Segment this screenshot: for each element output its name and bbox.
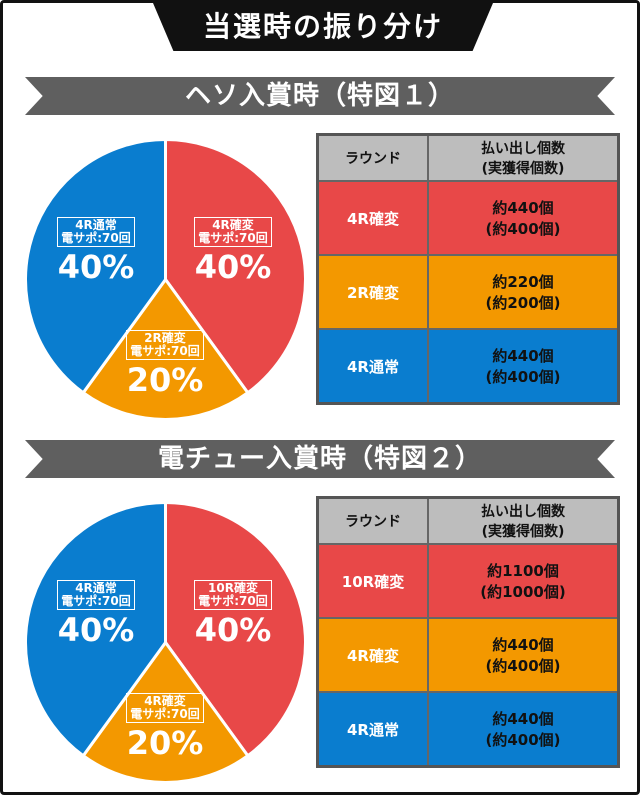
table-header-row: ラウンド 払い出し個数 (実獲得個数)	[316, 133, 620, 182]
section-banner	[25, 77, 615, 115]
slice-sub: 電サポ:70回	[130, 344, 200, 358]
slice-name: 4R確変	[212, 218, 254, 232]
pie-chart: 10R確変 電サポ:70回 40% 4R確変 電サポ:70回 20% 4R通常 電サポ…	[23, 500, 308, 785]
payout-cell: 約440個 (約400個)	[427, 180, 620, 256]
header-payout: 払い出し個数 (実獲得個数)	[427, 496, 620, 545]
table-row: 2R確変 約220個 (約200個)	[316, 254, 620, 330]
table-header-row: ラウンド 払い出し個数 (実獲得個数)	[316, 496, 620, 545]
payout-cell: 約220個 (約200個)	[427, 254, 620, 330]
pie-slice-1	[81, 276, 250, 421]
header-round: ラウンド	[316, 133, 429, 182]
slice-label-orange: 4R確変 電サポ:70回 20%	[110, 693, 220, 761]
section-title: 電チュー入賞時（特図２）	[157, 444, 482, 474]
slice-name: 2R確変	[144, 331, 186, 345]
slice-percent: 40%	[57, 611, 135, 649]
slice-name: 4R確変	[144, 694, 186, 708]
pie-chart: 4R確変 電サポ:70回 40% 2R確変 電サポ:70回 20% 4R通常 電サポ:…	[23, 137, 308, 422]
pie-slice-0	[164, 137, 307, 395]
round-cell: 4R通常	[316, 691, 429, 768]
slice-sub: 電サポ:70回	[198, 231, 268, 245]
pie-svg	[24, 137, 307, 421]
payout-table: ラウンド 払い出し個数 (実獲得個数) 4R確変 約440個 (約400個) 2R確…	[316, 133, 620, 405]
slice-name: 4R通常	[75, 218, 117, 232]
section-heso: ヘソ入賞時（特図１） 4R確変 電サポ:70回 40% 2R確変 電サポ:70回 2…	[3, 77, 637, 437]
table-row: 4R確変 約440個 (約400個)	[316, 180, 620, 256]
pie-svg	[24, 500, 307, 784]
table-row: 4R確変 約440個 (約400個)	[316, 617, 620, 693]
slice-percent: 20%	[126, 361, 204, 399]
header-round: ラウンド	[316, 496, 429, 545]
slice-label-orange: 2R確変 電サポ:70回 20%	[110, 330, 220, 398]
slice-sub: 電サポ:70回	[61, 231, 131, 245]
header-payout: 払い出し個数 (実獲得個数)	[427, 133, 620, 182]
table-row: 4R通常 約440個 (約400個)	[316, 691, 620, 768]
slice-percent: 40%	[194, 611, 272, 649]
round-cell: 4R確変	[316, 180, 429, 256]
slice-percent: 20%	[126, 724, 204, 762]
slice-sub: 電サポ:70回	[198, 594, 268, 608]
slice-sub: 電サポ:70回	[61, 594, 131, 608]
pie-slice-1	[81, 639, 250, 784]
payout-cell: 約440個 (約400個)	[427, 328, 620, 405]
title-bar: 当選時の振り分け	[3, 3, 637, 55]
slice-label-red: 10R確変 電サポ:70回 40%	[178, 580, 288, 648]
slice-label-red: 4R確変 電サポ:70回 40%	[178, 217, 288, 285]
title-tab	[153, 3, 493, 51]
pie-slice-2	[24, 137, 167, 395]
section-denchu: 電チュー入賞時（特図２） 10R確変 電サポ:70回 40% 4R確変 電サポ:70…	[3, 440, 637, 792]
page-title: 当選時の振り分け	[202, 10, 443, 43]
slice-label-blue: 4R通常 電サポ:70回 40%	[41, 580, 151, 648]
round-cell: 4R通常	[316, 328, 429, 405]
payout-table: ラウンド 払い出し個数 (実獲得個数) 10R確変 約1100個 (約1000個) …	[316, 496, 620, 768]
section-title: ヘソ入賞時（特図１）	[184, 81, 455, 111]
pie-slice-0	[164, 500, 307, 758]
slice-percent: 40%	[194, 248, 272, 286]
slice-name: 4R通常	[75, 581, 117, 595]
payout-cell: 約440個 (約400個)	[427, 691, 620, 768]
table-row: 10R確変 約1100個 (約1000個)	[316, 543, 620, 619]
round-cell: 2R確変	[316, 254, 429, 330]
pie-slice-2	[24, 500, 167, 758]
slice-label-blue: 4R通常 電サポ:70回 40%	[41, 217, 151, 285]
slice-sub: 電サポ:70回	[130, 707, 200, 721]
slice-percent: 40%	[57, 248, 135, 286]
round-cell: 4R確変	[316, 617, 429, 693]
payout-cell: 約1100個 (約1000個)	[427, 543, 620, 619]
slice-name: 10R確変	[208, 581, 258, 595]
payout-cell: 約440個 (約400個)	[427, 617, 620, 693]
table-row: 4R通常 約440個 (約400個)	[316, 328, 620, 405]
round-cell: 10R確変	[316, 543, 429, 619]
section-banner	[25, 440, 615, 478]
